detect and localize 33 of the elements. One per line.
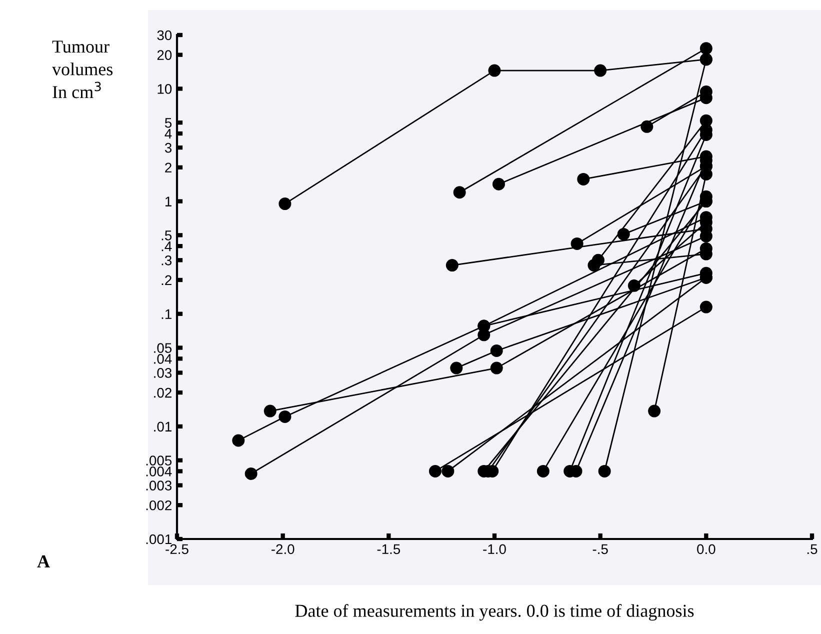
y-tick-label: .4: [162, 242, 172, 252]
y-tick-label: 4: [164, 128, 172, 139]
y-tick-label: .2: [162, 275, 172, 285]
y-axis-title: Tumour volumes In cm$^{3}$: [52, 40, 113, 98]
y-tick-label: .001: [146, 534, 172, 544]
y-tick-label: .01: [154, 422, 172, 432]
y-tick-label: .3: [162, 255, 172, 266]
x-tick-label: -.5: [592, 544, 608, 554]
y-tick-label: 10: [158, 84, 172, 94]
y-tick-label: 30: [157, 30, 172, 40]
y-tick-label: .05: [154, 343, 172, 353]
y-tick-label: 5: [164, 118, 172, 128]
x-tick-label: 0.0: [697, 544, 716, 554]
y-tick-label: 3: [164, 142, 172, 153]
y-tick-label: .004: [146, 466, 172, 476]
x-tick-label: .5: [807, 544, 818, 554]
y-tick-label: .04: [154, 354, 172, 364]
y-tick-label: .5: [162, 230, 172, 240]
x-axis-title: Date of measurements in years. 0.0 is time of diagnosis: [295, 604, 694, 621]
y-tick-label: 2: [165, 162, 172, 172]
x-tick-label: -1.0: [483, 544, 506, 554]
y-tick-label: 20: [157, 50, 172, 60]
y-tick-label: .02: [154, 388, 172, 398]
y-tick-label: .1: [162, 309, 172, 319]
text: A: [37, 555, 50, 568]
x-tick-label: -2.0: [271, 544, 294, 554]
x-tick-label: -1.5: [377, 544, 400, 554]
y-tick-label: .002: [146, 500, 172, 510]
y-tick-label: .03: [154, 368, 172, 378]
y-tick-label: .005: [146, 456, 172, 466]
y-tick-label: 1: [165, 196, 172, 206]
y-tick-label: .003: [146, 480, 172, 490]
x-tick-label: -2.5: [166, 544, 188, 554]
